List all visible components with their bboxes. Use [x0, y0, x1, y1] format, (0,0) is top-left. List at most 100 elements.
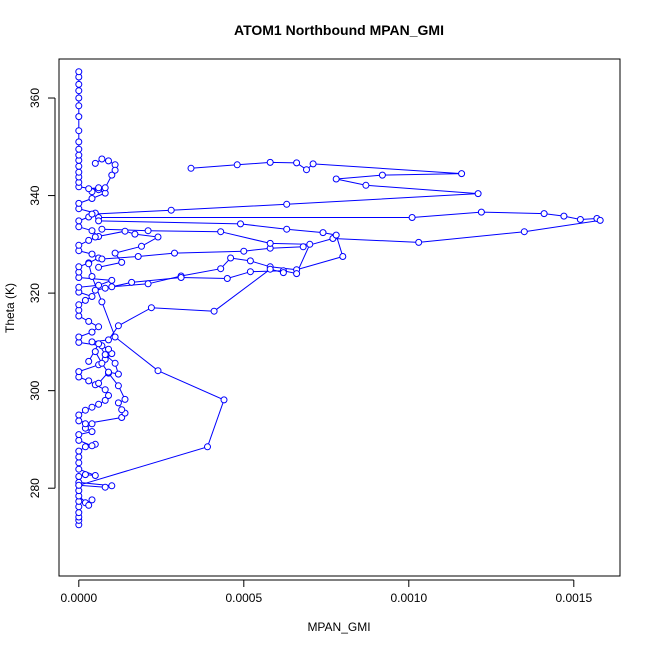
data-point: [91, 286, 99, 294]
data-point: [378, 171, 386, 179]
data-point: [88, 293, 96, 300]
data-point: [111, 359, 119, 367]
data-point: [217, 265, 225, 273]
data-point: [75, 138, 83, 146]
data-point: [75, 368, 83, 376]
data-point: [95, 400, 103, 408]
y-tick-label: 360: [28, 88, 42, 108]
data-point: [134, 253, 142, 260]
y-axis-label: Theta (K): [3, 283, 17, 333]
data-point: [101, 351, 109, 359]
data-point: [75, 301, 83, 309]
data-point: [101, 284, 109, 292]
data-point: [75, 217, 83, 225]
data-point: [88, 328, 96, 336]
data-point: [75, 102, 83, 110]
x-tick-label: 0.0005: [225, 591, 262, 605]
data-point: [223, 275, 231, 282]
data-point: [95, 184, 103, 192]
series-line: [101, 228, 311, 289]
data-point: [246, 257, 254, 265]
data-point: [88, 195, 96, 202]
data-point: [458, 170, 466, 178]
data-point: [75, 453, 83, 461]
data-point: [88, 496, 96, 504]
series-points: [75, 68, 604, 529]
data-point: [121, 227, 129, 235]
data-point: [332, 175, 340, 183]
data-point: [95, 340, 103, 348]
data-point: [105, 368, 112, 376]
data-point: [75, 447, 83, 455]
data-point: [75, 87, 83, 95]
data-point: [108, 276, 116, 284]
data-point: [283, 200, 291, 208]
data-point: [362, 181, 370, 189]
data-point: [187, 164, 195, 172]
data-point: [101, 386, 109, 394]
data-point: [85, 357, 93, 365]
data-point: [75, 223, 83, 231]
data-point: [85, 185, 93, 193]
plot-frame: [58, 58, 621, 577]
data-point: [75, 199, 83, 207]
data-point: [91, 472, 99, 479]
data-point: [75, 509, 83, 517]
y-tick-label: 320: [28, 283, 42, 303]
data-point: [81, 406, 89, 414]
data-point: [477, 208, 485, 216]
data-point: [266, 158, 274, 166]
x-tick-label: 0.0000: [60, 591, 97, 605]
data-point: [266, 239, 274, 247]
data-point: [75, 465, 83, 473]
data-point: [596, 216, 604, 224]
data-point: [105, 345, 112, 353]
data-point: [95, 217, 103, 225]
data-point: [88, 227, 96, 235]
data-point: [114, 382, 122, 390]
data-point: [75, 411, 83, 419]
data-point: [85, 317, 93, 325]
data-point: [306, 240, 314, 248]
data-point: [88, 250, 96, 258]
data-point: [98, 298, 106, 306]
data-point: [177, 274, 185, 281]
data-point: [81, 443, 89, 451]
data-point: [114, 399, 122, 407]
data-point: [171, 249, 178, 257]
data-point: [75, 168, 83, 176]
data-point: [227, 254, 235, 262]
data-point: [283, 225, 291, 233]
data-point: [111, 166, 119, 174]
data-point: [309, 160, 317, 168]
data-point: [105, 336, 112, 344]
data-point: [233, 161, 241, 169]
data-point: [91, 159, 99, 167]
data-point: [75, 312, 83, 320]
data-point: [560, 212, 568, 220]
data-point: [95, 263, 103, 271]
data-point: [105, 157, 112, 165]
data-point: [147, 304, 155, 312]
data-point: [131, 230, 139, 238]
data-point: [167, 206, 175, 214]
data-point: [81, 471, 89, 479]
data-point: [75, 113, 83, 121]
chart-title: ATOM1 Northbound MPAN_GMI: [234, 22, 444, 38]
data-point: [75, 263, 83, 271]
series-line: [78, 263, 225, 486]
data-point: [319, 229, 327, 237]
data-point: [114, 322, 122, 330]
data-point: [88, 420, 96, 428]
x-tick-label: 0.0010: [390, 591, 427, 605]
data-point: [237, 220, 244, 228]
data-point: [91, 348, 99, 356]
data-point: [266, 265, 274, 273]
data-point: [75, 436, 83, 444]
data-point: [240, 247, 248, 255]
x-axis-label: MPAN_GMI: [307, 620, 370, 634]
data-point: [101, 396, 109, 404]
data-point: [75, 80, 83, 88]
